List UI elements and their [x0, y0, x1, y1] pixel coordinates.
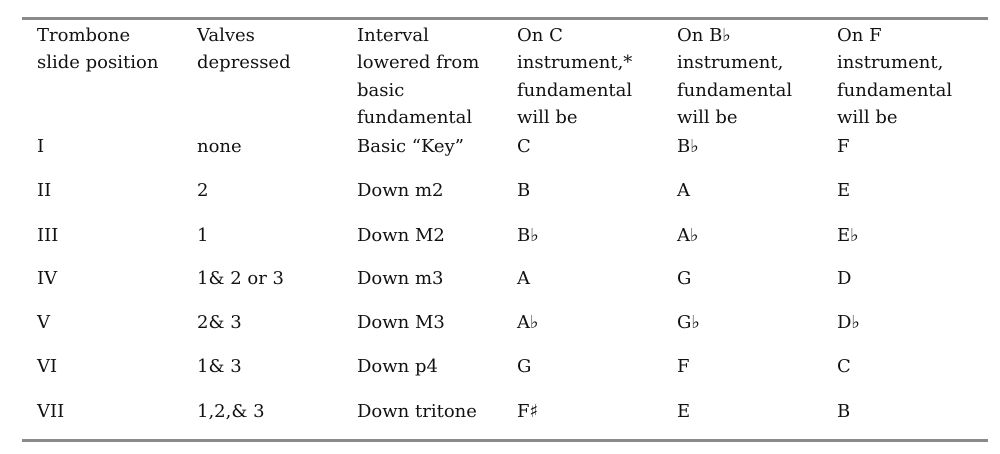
table-cell: F♯ — [517, 401, 539, 422]
column-header: On F instrument, fundamental will be — [837, 22, 952, 131]
header-line: will be — [517, 106, 578, 128]
table-cell: E — [837, 180, 851, 201]
table-cell: F — [677, 356, 690, 377]
header-line: Valves — [197, 25, 255, 46]
table-cell: III — [37, 225, 59, 246]
table-cell: G — [517, 356, 532, 377]
column-header: Valves depressed — [197, 22, 291, 77]
table-cell: VII — [37, 401, 65, 422]
table-cell: IV — [37, 268, 58, 289]
table-cell: A♭ — [677, 225, 699, 246]
table-cell: 1,2,& 3 — [197, 401, 265, 422]
table-cell: Down M2 — [357, 225, 445, 246]
column-header: Trombone slide position — [37, 22, 158, 77]
table-cell: A♭ — [517, 312, 539, 333]
table-cell: D♭ — [837, 312, 860, 333]
table-cell: E — [677, 401, 691, 422]
table-cell: Down m2 — [357, 180, 444, 201]
header-line: fundamental — [837, 79, 953, 101]
table-cell: Down m3 — [357, 268, 444, 289]
table-cell: B♭ — [517, 225, 539, 246]
header-line: instrument,* — [517, 52, 633, 74]
table-cell: E♭ — [837, 225, 859, 246]
table-cell: VI — [37, 356, 58, 377]
table-cell: none — [197, 136, 242, 157]
table-cell: F — [837, 136, 850, 157]
header-line: basic — [357, 79, 405, 101]
header-line: Interval — [357, 25, 429, 46]
header-line: instrument, — [837, 52, 944, 74]
header-line: lowered from — [357, 52, 480, 74]
table-cell: 2& 3 — [197, 312, 242, 333]
table-cell: 1& 3 — [197, 356, 242, 377]
table-cell: B — [517, 180, 531, 201]
table-cell: B♭ — [677, 136, 699, 157]
header-line: On C — [517, 25, 563, 46]
column-header: Interval lowered from basic fundamental — [357, 22, 479, 131]
table-cell: II — [37, 180, 52, 201]
column-header: On C instrument,* fundamental will be — [517, 22, 632, 131]
header-line: will be — [677, 106, 738, 128]
table-cell: 1& 2 or 3 — [197, 268, 284, 289]
table-cell: G — [677, 268, 692, 289]
header-line: On F — [837, 25, 882, 46]
header-line: Trombone — [37, 25, 131, 46]
header-line: fundamental — [517, 79, 633, 101]
table-cell: Down M3 — [357, 312, 445, 333]
table-top-rule — [22, 17, 988, 20]
table-cell: 2 — [197, 180, 209, 201]
table-cell: Down tritone — [357, 401, 477, 422]
header-line: fundamental — [357, 106, 473, 128]
header-line: slide position — [37, 52, 159, 74]
table-cell: D — [837, 268, 852, 289]
table-cell: A — [677, 180, 690, 201]
column-header: On B♭ instrument, fundamental will be — [677, 22, 792, 131]
header-line: On B♭ — [677, 25, 731, 46]
table-cell: I — [37, 136, 45, 157]
table-cell: V — [37, 312, 50, 333]
table-bottom-rule — [22, 439, 988, 442]
table-cell: Down p4 — [357, 356, 438, 377]
header-line: depressed — [197, 52, 291, 74]
table-cell: G♭ — [677, 312, 700, 333]
header-line: instrument, — [677, 52, 784, 74]
table-cell: 1 — [197, 225, 209, 246]
header-line: will be — [837, 106, 898, 128]
table-cell: B — [837, 401, 851, 422]
table-cell: A — [517, 268, 530, 289]
table-cell: Basic “Key” — [357, 136, 464, 157]
table-cell: C — [837, 356, 851, 377]
header-line: fundamental — [677, 79, 793, 101]
table-cell: C — [517, 136, 531, 157]
